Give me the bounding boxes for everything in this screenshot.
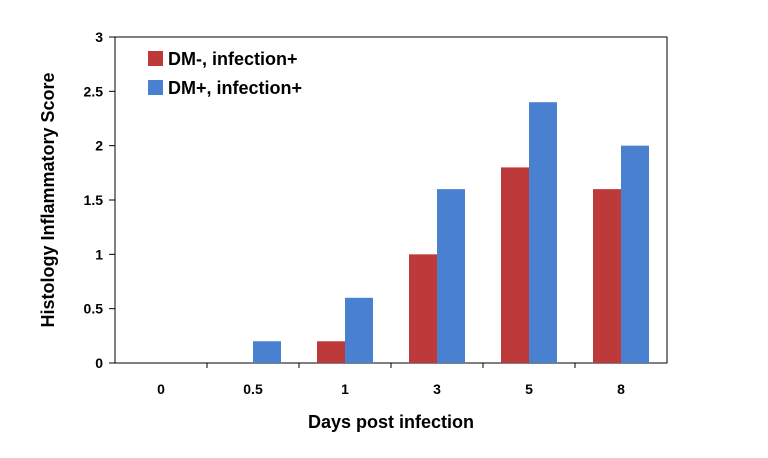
legend-label: DM-, infection+ (168, 49, 298, 69)
y-tick-label: 2 (95, 138, 103, 154)
y-tick-label: 1 (95, 246, 103, 262)
legend-label: DM+, infection+ (168, 78, 302, 98)
x-tick-label: 1 (341, 381, 349, 397)
y-axis-ticks: 0 0.5 1 1.5 2 2.5 3 (84, 29, 115, 371)
x-tick-label: 0 (157, 381, 165, 397)
y-tick-label: 0.5 (84, 301, 104, 317)
bar-dm-positive (345, 297, 373, 363)
legend: DM-, infection+ DM+, infection+ (148, 49, 302, 98)
bar-dm-positive (437, 189, 465, 363)
x-tick-label: 5 (525, 381, 533, 397)
x-tick-label: 8 (617, 381, 625, 397)
bar-dm-negative (501, 167, 529, 363)
y-tick-label: 3 (95, 29, 103, 45)
bar-dm-negative (317, 341, 345, 363)
bar-dm-negative (409, 254, 437, 363)
legend-swatch (148, 80, 163, 95)
x-axis-title: Days post infection (308, 412, 474, 432)
legend-swatch (148, 51, 163, 66)
y-tick-label: 0 (95, 355, 103, 371)
y-axis-title: Histology Inflammatory Score (38, 72, 58, 327)
bars (253, 102, 649, 363)
x-tick-label: 0.5 (243, 381, 263, 397)
bar-dm-positive (621, 145, 649, 363)
x-tick-label: 3 (433, 381, 441, 397)
bar-dm-positive (253, 341, 281, 363)
bar-dm-negative (593, 189, 621, 363)
bar-dm-positive (529, 102, 557, 363)
plot-area: 0 0.5 1 1.5 2 2.5 3 0 0.5 1 3 5 8 (84, 29, 668, 397)
y-tick-label: 2.5 (84, 83, 104, 99)
x-axis-ticks: 0 0.5 1 3 5 8 (157, 363, 625, 397)
y-tick-label: 1.5 (84, 192, 104, 208)
